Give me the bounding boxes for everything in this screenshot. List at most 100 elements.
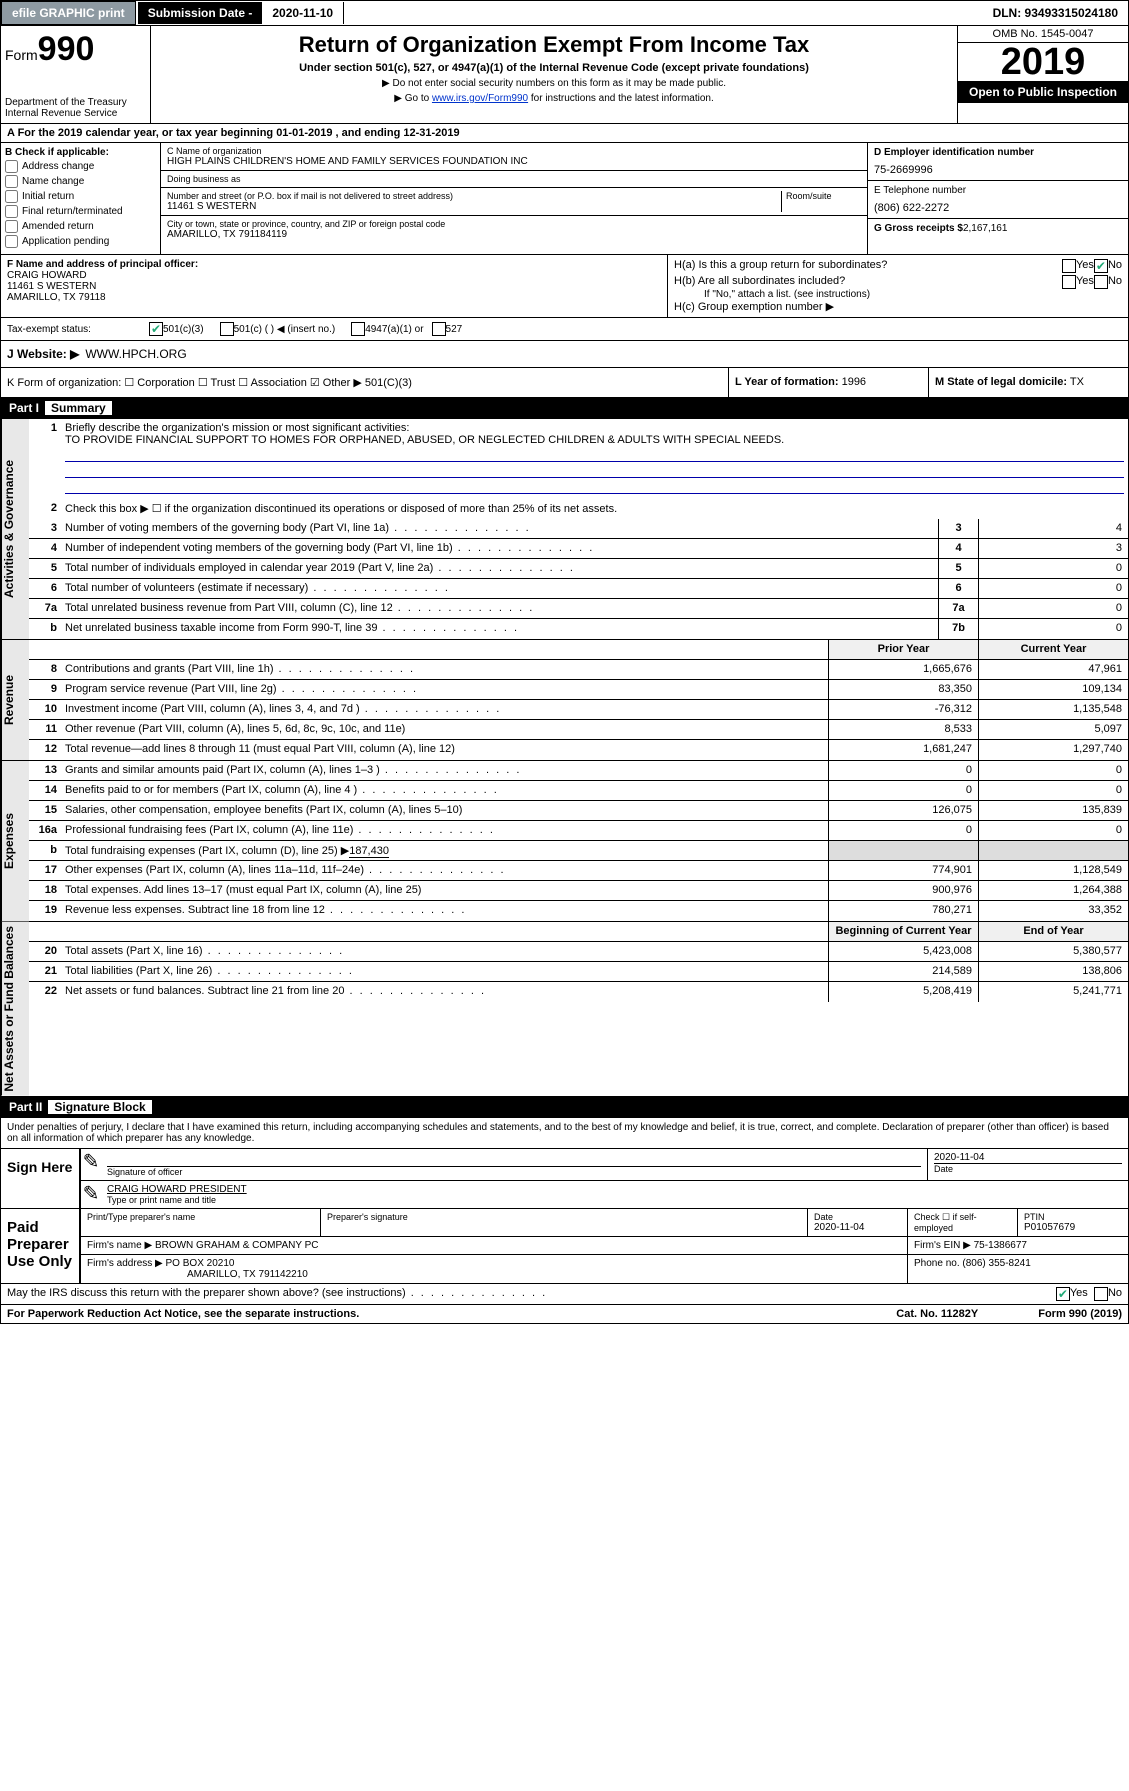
- section-c: C Name of organizationHIGH PLAINS CHILDR…: [161, 143, 868, 254]
- line4-value: 3: [978, 539, 1128, 558]
- form-header: Form990 Department of the Treasury Inter…: [0, 26, 1129, 124]
- line12-label: Total revenue—add lines 8 through 11 (mu…: [61, 740, 828, 760]
- form-title: Return of Organization Exempt From Incom…: [157, 32, 951, 58]
- signer-name: CRAIG HOWARD PRESIDENT: [107, 1184, 1122, 1195]
- tax-exempt-row: Tax-exempt status: 501(c)(3) 501(c) ( ) …: [0, 318, 1129, 341]
- final-return-check[interactable]: [5, 205, 18, 218]
- pending-check[interactable]: [5, 235, 18, 248]
- sig-officer-label: Signature of officer: [107, 1166, 921, 1177]
- self-employed-check: Check ☐ if self-employed: [908, 1209, 1018, 1236]
- ha-yes-check[interactable]: [1062, 259, 1076, 273]
- line13-label: Grants and similar amounts paid (Part IX…: [61, 761, 828, 780]
- section-f: F Name and address of principal officer:…: [1, 255, 668, 317]
- line16a-label: Professional fundraising fees (Part IX, …: [61, 821, 828, 840]
- line4-label: Number of independent voting members of …: [61, 539, 938, 558]
- gross-receipts: G Gross receipts $2,167,161: [868, 219, 1128, 238]
- addr-change-check[interactable]: [5, 160, 18, 173]
- beg-year-header: Beginning of Current Year: [828, 922, 978, 941]
- 501c3-check[interactable]: [149, 322, 163, 336]
- 527-check[interactable]: [432, 322, 446, 336]
- line9-label: Program service revenue (Part VIII, line…: [61, 680, 828, 699]
- discuss-no-check[interactable]: [1094, 1287, 1108, 1301]
- perjury-text: Under penalties of perjury, I declare th…: [0, 1118, 1129, 1149]
- street-label: Number and street (or P.O. box if mail i…: [167, 191, 781, 201]
- state-domicile: M State of legal domicile: TX: [928, 368, 1128, 397]
- exp-tab: Expenses: [1, 761, 29, 921]
- firm-name: BROWN GRAHAM & COMPANY PC: [155, 1240, 319, 1251]
- line7a-value: 0: [978, 599, 1128, 618]
- ha-no-check[interactable]: [1094, 259, 1108, 273]
- line8-current: 47,961: [978, 660, 1128, 679]
- irs-link[interactable]: www.irs.gov/Form990: [432, 93, 528, 104]
- part1-header: Part ISummary: [0, 398, 1129, 419]
- tel-value: (806) 622-2272: [874, 202, 1122, 214]
- mission-text: TO PROVIDE FINANCIAL SUPPORT TO HOMES FO…: [65, 434, 784, 446]
- line10-label: Investment income (Part VIII, column (A)…: [61, 700, 828, 719]
- sign-here-label: Sign Here: [1, 1149, 81, 1208]
- city-label: City or town, state or province, country…: [167, 219, 861, 229]
- discuss-yes-check[interactable]: [1056, 1287, 1070, 1301]
- form-number: Form990: [5, 30, 146, 69]
- section-d: D Employer identification number75-26699…: [868, 143, 1128, 254]
- pen-icon: ✎: [81, 1149, 101, 1180]
- line5-value: 0: [978, 559, 1128, 578]
- rev-tab: Revenue: [1, 640, 29, 760]
- tax-year: 2019: [958, 43, 1128, 81]
- net-tab: Net Assets or Fund Balances: [1, 922, 29, 1096]
- sign-here-block: Sign Here ✎ Signature of officer 2020-11…: [0, 1149, 1129, 1209]
- subtitle-3: ▶ Go to www.irs.gov/Form990 for instruct…: [157, 93, 951, 104]
- discuss-row: May the IRS discuss this return with the…: [0, 1284, 1129, 1305]
- firm-phone: (806) 355-8241: [962, 1258, 1030, 1269]
- ptin-value: P01057679: [1024, 1222, 1122, 1233]
- city-value: AMARILLO, TX 791184119: [167, 229, 861, 240]
- officer-name: CRAIG HOWARD: [7, 270, 87, 281]
- tel-label: E Telephone number: [874, 185, 1122, 196]
- line22-label: Net assets or fund balances. Subtract li…: [61, 982, 828, 1002]
- line16b-label: Total fundraising expenses (Part IX, col…: [61, 841, 828, 860]
- firm-addr1: PO BOX 20210: [166, 1258, 235, 1269]
- h-b-note: If "No," attach a list. (see instruction…: [704, 289, 1122, 300]
- line6-value: 0: [978, 579, 1128, 598]
- preparer-name-label: Print/Type preparer's name: [81, 1209, 321, 1236]
- sign-date: 2020-11-04: [934, 1152, 1122, 1163]
- b-header: B Check if applicable:: [5, 147, 156, 158]
- line17-label: Other expenses (Part IX, column (A), lin…: [61, 861, 828, 880]
- hb-no-check[interactable]: [1094, 275, 1108, 289]
- amended-check[interactable]: [5, 220, 18, 233]
- year-formation: L Year of formation: 1996: [728, 368, 928, 397]
- line2-label: Check this box ▶ ☐ if the organization d…: [61, 499, 1128, 519]
- line6-label: Total number of volunteers (estimate if …: [61, 579, 938, 598]
- name-change-check[interactable]: [5, 175, 18, 188]
- line15-label: Salaries, other compensation, employee b…: [61, 801, 828, 820]
- line14-label: Benefits paid to or for members (Part IX…: [61, 781, 828, 800]
- officer-label: F Name and address of principal officer:: [7, 259, 198, 270]
- paid-preparer-block: Paid Preparer Use Only Print/Type prepar…: [0, 1209, 1129, 1284]
- line11-label: Other revenue (Part VIII, column (A), li…: [61, 720, 828, 739]
- website-row: J Website: ▶ WWW.HPCH.ORG: [0, 341, 1129, 368]
- firm-addr2: AMARILLO, TX 791142210: [187, 1269, 308, 1280]
- discuss-label: May the IRS discuss this return with the…: [7, 1287, 1056, 1301]
- 501c-check[interactable]: [220, 322, 234, 336]
- h-a-label: H(a) Is this a group return for subordin…: [674, 259, 1062, 273]
- initial-return-check[interactable]: [5, 190, 18, 203]
- website-value: WWW.HPCH.ORG: [85, 347, 186, 361]
- gov-tab: Activities & Governance: [1, 419, 29, 639]
- line8-prior: 1,665,676: [828, 660, 978, 679]
- org-name-label: C Name of organization: [167, 146, 861, 156]
- open-inspection: Open to Public Inspection: [958, 81, 1128, 103]
- top-toolbar: efile GRAPHIC print Submission Date - 20…: [0, 0, 1129, 26]
- footer-mid: Cat. No. 11282Y: [896, 1308, 978, 1320]
- footer: For Paperwork Reduction Act Notice, see …: [0, 1305, 1129, 1324]
- org-name: HIGH PLAINS CHILDREN'S HOME AND FAMILY S…: [167, 156, 861, 167]
- 4947-check[interactable]: [351, 322, 365, 336]
- line7b-label: Net unrelated business taxable income fr…: [61, 619, 938, 639]
- line7b-value: 0: [978, 619, 1128, 639]
- dept-label: Department of the Treasury Internal Reve…: [5, 97, 146, 119]
- end-year-header: End of Year: [978, 922, 1128, 941]
- firm-ein: 75-1386677: [974, 1240, 1027, 1251]
- line3-label: Number of voting members of the governin…: [61, 519, 938, 538]
- line8-label: Contributions and grants (Part VIII, lin…: [61, 660, 828, 679]
- hb-yes-check[interactable]: [1062, 275, 1076, 289]
- efile-button[interactable]: efile GRAPHIC print: [1, 1, 136, 25]
- officer-addr2: AMARILLO, TX 79118: [7, 292, 106, 303]
